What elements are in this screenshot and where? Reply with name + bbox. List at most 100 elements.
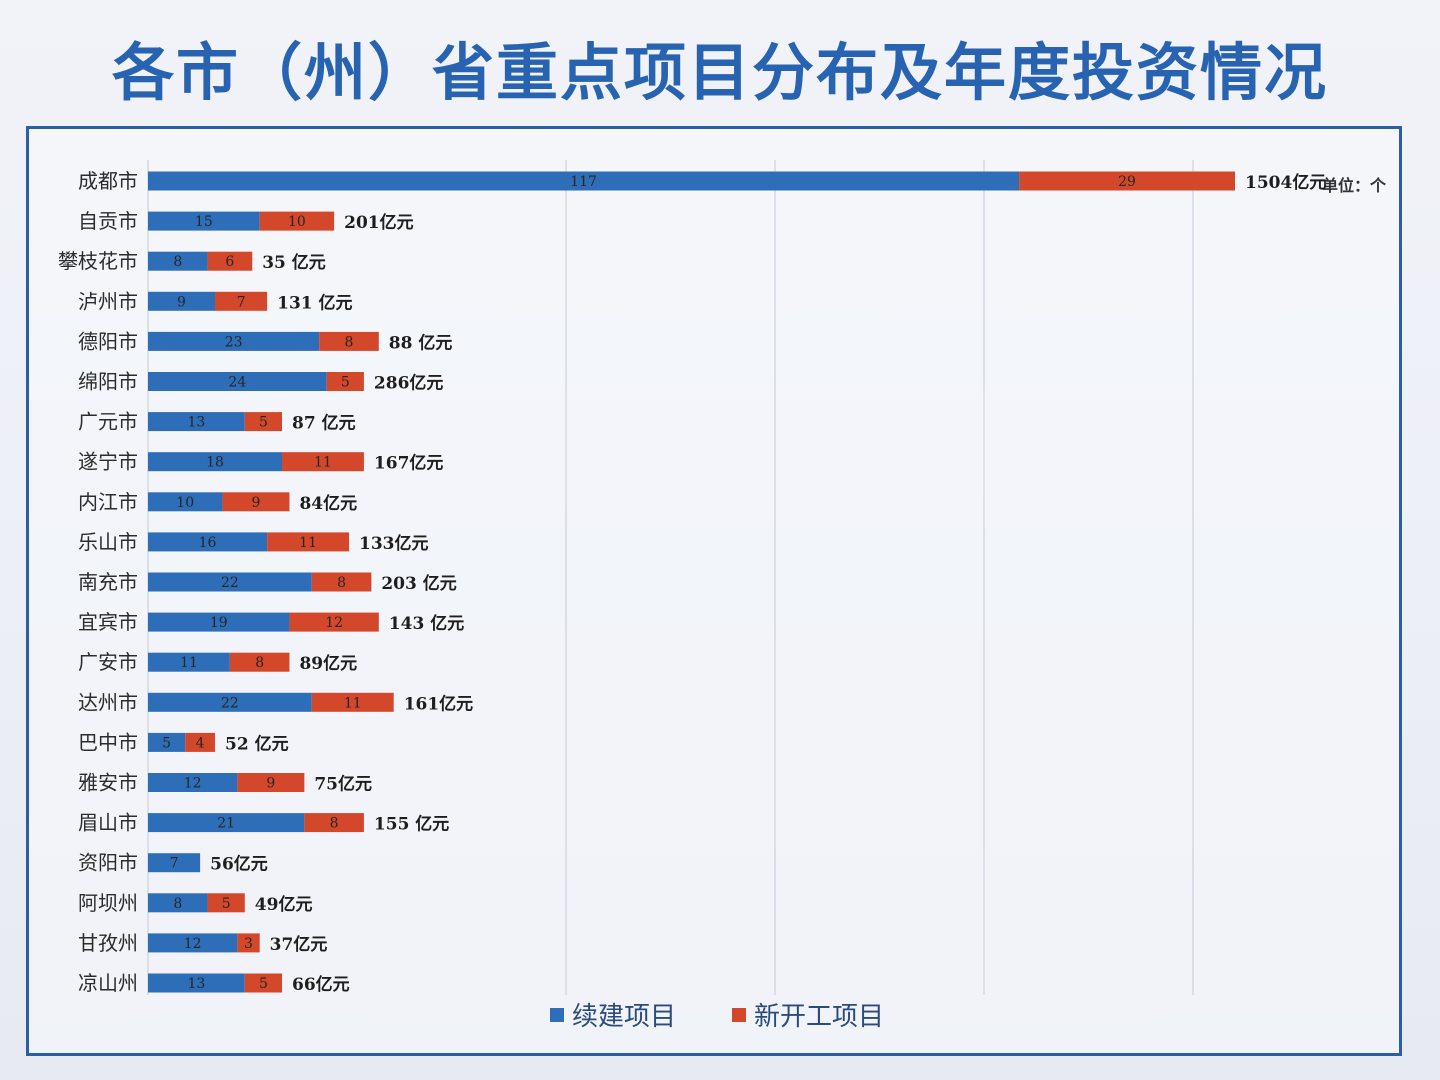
data-label-continued: 16 <box>199 535 217 551</box>
data-label-new: 6 <box>225 254 234 270</box>
data-label-new: 11 <box>344 695 362 711</box>
bar-continued <box>148 933 238 953</box>
investment-label: 87 亿元 <box>292 413 356 434</box>
chart-title: 各市（州）省重点项目分布及年度投资情况 <box>111 36 1328 109</box>
bar-continued <box>148 211 260 231</box>
bar-new <box>215 291 268 311</box>
investment-label: 155 亿元 <box>374 814 449 835</box>
investment-label: 84亿元 <box>299 493 357 514</box>
investment-label: 143 亿元 <box>389 613 464 634</box>
investment-label: 201亿元 <box>344 212 414 233</box>
data-label-new: 8 <box>255 655 264 671</box>
data-label-new: 12 <box>325 615 343 631</box>
bar-new <box>326 372 364 391</box>
bar-new <box>267 532 350 552</box>
category-label: 资阳市 <box>78 851 138 875</box>
data-label-new: 5 <box>259 415 268 431</box>
bar-continued <box>148 813 305 833</box>
category-label: 广元市 <box>78 410 138 434</box>
investment-label: 203 亿元 <box>381 573 456 594</box>
investment-label: 35 亿元 <box>262 252 326 273</box>
legend-label-new: 新开工项目 <box>754 1002 885 1032</box>
data-label-new: 5 <box>341 375 350 391</box>
data-label-continued: 10 <box>176 495 194 511</box>
data-label-new: 5 <box>222 896 231 912</box>
legend-swatch-continued <box>550 1007 564 1022</box>
investment-label: 49亿元 <box>255 894 313 915</box>
data-label-continued: 23 <box>225 334 243 350</box>
data-label-new: 29 <box>1118 174 1136 190</box>
investment-label: 52 亿元 <box>225 733 289 754</box>
data-label-continued: 13 <box>187 976 205 992</box>
unit-label: 单位：个 <box>1322 176 1387 195</box>
bar-new <box>304 813 364 833</box>
bar-new <box>319 331 379 351</box>
data-label-continued: 18 <box>206 455 224 471</box>
data-label-continued: 12 <box>184 936 202 952</box>
data-label-continued: 11 <box>180 655 198 671</box>
bar-new <box>289 612 379 632</box>
investment-label: 133亿元 <box>359 533 429 554</box>
bar-continued <box>148 372 327 391</box>
bar-new <box>311 572 372 592</box>
data-label-continued: 12 <box>184 776 202 792</box>
category-label: 绵阳市 <box>78 370 138 394</box>
investment-label: 75亿元 <box>314 774 372 795</box>
bar-continued <box>148 572 312 592</box>
category-label: 成都市 <box>78 169 138 193</box>
category-label: 遂宁市 <box>78 450 138 474</box>
bar-new <box>244 412 283 432</box>
data-label-continued: 5 <box>162 735 171 751</box>
data-label-continued: 21 <box>217 816 235 832</box>
investment-label: 131 亿元 <box>277 292 352 313</box>
data-label-new: 4 <box>196 735 205 751</box>
legend-swatch-new <box>732 1007 747 1022</box>
data-label-new: 9 <box>266 776 275 792</box>
bar-new <box>244 973 283 993</box>
bar-continued <box>148 612 290 632</box>
bar-new <box>237 773 305 792</box>
bar-continued <box>148 732 186 752</box>
category-label: 凉山州 <box>78 971 138 995</box>
category-label: 自贡市 <box>78 209 138 233</box>
data-label-new: 8 <box>337 575 346 591</box>
bar-new <box>207 251 253 271</box>
bar-new <box>222 492 290 512</box>
data-label-continued: 19 <box>210 615 228 631</box>
data-label-continued: 22 <box>221 695 239 711</box>
data-label-continued: 9 <box>177 294 186 310</box>
bar-new <box>237 933 260 953</box>
bar-new <box>259 211 335 231</box>
data-label-continued: 13 <box>187 415 205 431</box>
category-label: 达州市 <box>78 690 138 714</box>
category-label: 泸州市 <box>78 289 138 313</box>
legend-label-continued: 续建项目 <box>572 1002 677 1032</box>
investment-label: 167亿元 <box>374 453 444 474</box>
investment-label: 37亿元 <box>270 934 328 955</box>
bar-continued <box>148 492 223 512</box>
data-label-new: 7 <box>237 294 246 310</box>
bar-new <box>311 692 394 712</box>
legend-item-continued: 续建项目 <box>550 996 676 1033</box>
bar-new <box>185 732 216 752</box>
category-label: 南充市 <box>78 570 138 594</box>
category-label: 眉山市 <box>78 811 138 835</box>
category-label: 巴中市 <box>78 730 138 754</box>
category-label: 雅安市 <box>78 771 138 795</box>
data-label-continued: 24 <box>228 375 246 391</box>
bar-continued <box>148 291 216 311</box>
bar-new <box>1019 171 1235 191</box>
bar-continued <box>148 692 312 712</box>
investment-label: 88 亿元 <box>389 332 453 353</box>
category-label: 攀枝花市 <box>58 249 138 273</box>
bar-new <box>229 652 290 672</box>
bar-continued <box>148 973 245 993</box>
data-label-new: 5 <box>259 976 268 992</box>
category-label: 乐山市 <box>78 530 138 554</box>
data-label-new: 11 <box>299 535 317 551</box>
bar-continued <box>148 412 245 432</box>
category-label: 德阳市 <box>78 329 138 353</box>
bar-continued <box>148 853 201 873</box>
legend: 续建项目 新开工项目 <box>550 996 884 1033</box>
